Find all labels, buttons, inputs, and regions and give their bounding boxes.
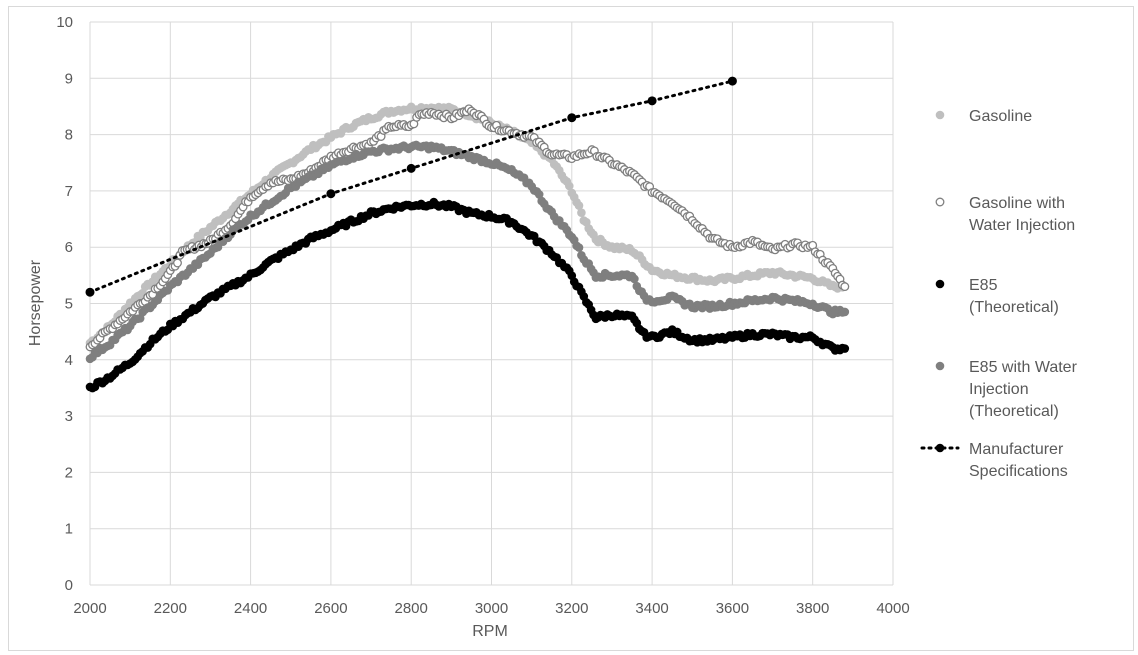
legend-label: Specifications bbox=[969, 463, 1068, 480]
data-point bbox=[534, 190, 544, 199]
data-point bbox=[727, 76, 737, 86]
data-point bbox=[840, 307, 850, 317]
x-tick-label: 3000 bbox=[475, 600, 508, 617]
y-tick-label: 0 bbox=[65, 577, 73, 594]
legend-marker bbox=[935, 279, 945, 289]
y-tick-label: 2 bbox=[65, 464, 73, 481]
legend-label: Manufacturer bbox=[969, 441, 1064, 458]
legend-marker bbox=[935, 197, 945, 207]
series-line bbox=[88, 79, 734, 294]
data-point bbox=[840, 282, 850, 292]
y-tick-label: 6 bbox=[65, 239, 73, 256]
data-point bbox=[326, 189, 336, 199]
legend-label: Injection bbox=[969, 381, 1029, 398]
x-tick-label: 2000 bbox=[73, 600, 106, 617]
x-tick-label: 2400 bbox=[234, 600, 267, 617]
x-axis-title: RPM bbox=[472, 623, 508, 640]
y-tick-label: 8 bbox=[65, 127, 73, 144]
legend-label: E85 with Water bbox=[969, 359, 1078, 376]
legend-label: Water Injection bbox=[969, 217, 1075, 234]
x-tick-label: 3200 bbox=[555, 600, 588, 617]
y-tick-label: 7 bbox=[65, 183, 73, 200]
data-point bbox=[577, 208, 586, 217]
legend-item-1: Gasoline bbox=[935, 108, 1032, 125]
legend-label: (Theoretical) bbox=[969, 299, 1059, 316]
legend-label: E85 bbox=[969, 277, 998, 294]
data-point bbox=[173, 258, 182, 268]
data-point bbox=[565, 181, 574, 191]
series-5 bbox=[85, 76, 737, 297]
data-point bbox=[574, 201, 584, 210]
x-tick-label: 2600 bbox=[314, 600, 347, 617]
y-tick-label: 4 bbox=[65, 352, 73, 369]
y-tick-label: 9 bbox=[65, 70, 73, 87]
y-tick-label: 1 bbox=[65, 521, 73, 538]
x-tick-label: 3800 bbox=[796, 600, 829, 617]
data-point bbox=[630, 274, 639, 284]
legend-item-2: Gasoline with Water Injection bbox=[935, 195, 1075, 234]
data-point bbox=[647, 96, 657, 106]
x-tick-label: 3400 bbox=[635, 600, 668, 617]
legend-marker bbox=[935, 443, 945, 453]
axis-layer: 2000 2200 2400 2600 2800 3000 3200 3400 3600 3800… bbox=[56, 14, 909, 617]
series-3 bbox=[85, 197, 850, 393]
legend-label: (Theoretical) bbox=[969, 403, 1059, 420]
legend-label: Gasoline bbox=[969, 108, 1032, 125]
legend: Gasoline Gasoline with Water Injection E85 (… bbox=[920, 108, 1078, 480]
data-point bbox=[567, 113, 577, 123]
legend-marker bbox=[935, 361, 945, 371]
data-point bbox=[574, 243, 584, 252]
y-axis-title: Horsepower bbox=[27, 259, 44, 346]
x-tick-label: 2800 bbox=[395, 600, 428, 617]
series-4 bbox=[85, 140, 850, 364]
data-point bbox=[85, 287, 95, 297]
legend-label: Gasoline with bbox=[969, 195, 1065, 212]
y-tick-label: 10 bbox=[56, 14, 73, 31]
y-tick-label: 5 bbox=[65, 296, 73, 313]
data-point bbox=[840, 344, 850, 353]
legend-item-4: E85 with Water Injection (Theoretical) bbox=[935, 359, 1078, 420]
y-tick-label: 3 bbox=[65, 408, 73, 425]
x-tick-label: 3600 bbox=[716, 600, 749, 617]
legend-item-5: Manufacturer Specifications bbox=[920, 441, 1068, 480]
legend-item-3: E85 (Theoretical) bbox=[935, 277, 1059, 316]
series-layer bbox=[85, 76, 850, 393]
x-tick-label: 4000 bbox=[876, 600, 909, 617]
x-tick-label: 2200 bbox=[154, 600, 187, 617]
series-2 bbox=[85, 104, 850, 352]
legend-marker bbox=[935, 110, 945, 120]
data-point bbox=[406, 163, 416, 173]
